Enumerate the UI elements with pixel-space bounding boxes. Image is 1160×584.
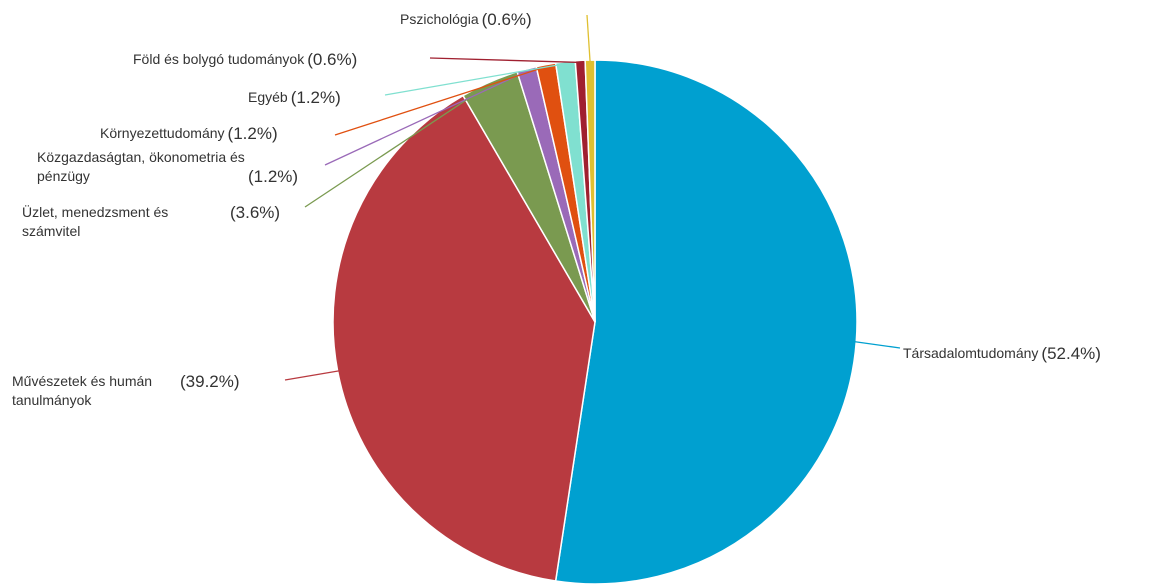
value-label: (3.6%) [230, 203, 281, 222]
leader-line [429, 57, 581, 64]
category-label: Föld és bolygó tudományok [133, 51, 305, 67]
leader-line [324, 70, 528, 166]
value-label: (1.2%) [248, 167, 299, 186]
category-label: Művészetek és humán tanulmányok [12, 373, 153, 408]
leader-line [854, 340, 901, 349]
leader-line [384, 63, 566, 96]
slice-label: Művészetek és humán tanulmányok (39.2%) [12, 372, 240, 410]
category-label: Társadalomtudomány [903, 345, 1039, 361]
value-label: (0.6%) [481, 10, 532, 29]
slice-label: Föld és bolygó tudományok (0.6%) [133, 50, 357, 69]
value-label: (0.6%) [307, 50, 358, 69]
category-label: Közgazdaságtan, ökonometria és pénzügy [37, 149, 245, 184]
pie-slice [554, 59, 858, 584]
category-label: Egyéb [248, 89, 288, 105]
leader-line [284, 370, 340, 381]
slice-label: Üzlet, menedzsment és számvitel (3.6%) [22, 203, 280, 241]
value-label: (1.2%) [290, 88, 341, 107]
slice-label: Társadalomtudomány (52.4%) [903, 344, 1101, 363]
slice-label: Pszichológia (0.6%) [400, 10, 532, 29]
category-label: Pszichológia [400, 11, 479, 27]
value-label: (39.2%) [180, 372, 240, 391]
value-label: (1.2%) [227, 124, 278, 143]
value-label: (52.4%) [1041, 344, 1101, 363]
leader-line [586, 14, 591, 63]
leader-line [334, 65, 547, 136]
leader-line [304, 83, 491, 208]
category-label: Üzlet, menedzsment és számvitel [22, 204, 169, 239]
slice-label: Egyéb (1.2%) [248, 88, 341, 107]
category-label: Környezettudomány [100, 125, 225, 141]
slice-label: Közgazdaságtan, ökonometria és pénzügy (1… [37, 148, 298, 186]
slice-label: Környezettudomány (1.2%) [100, 124, 278, 143]
